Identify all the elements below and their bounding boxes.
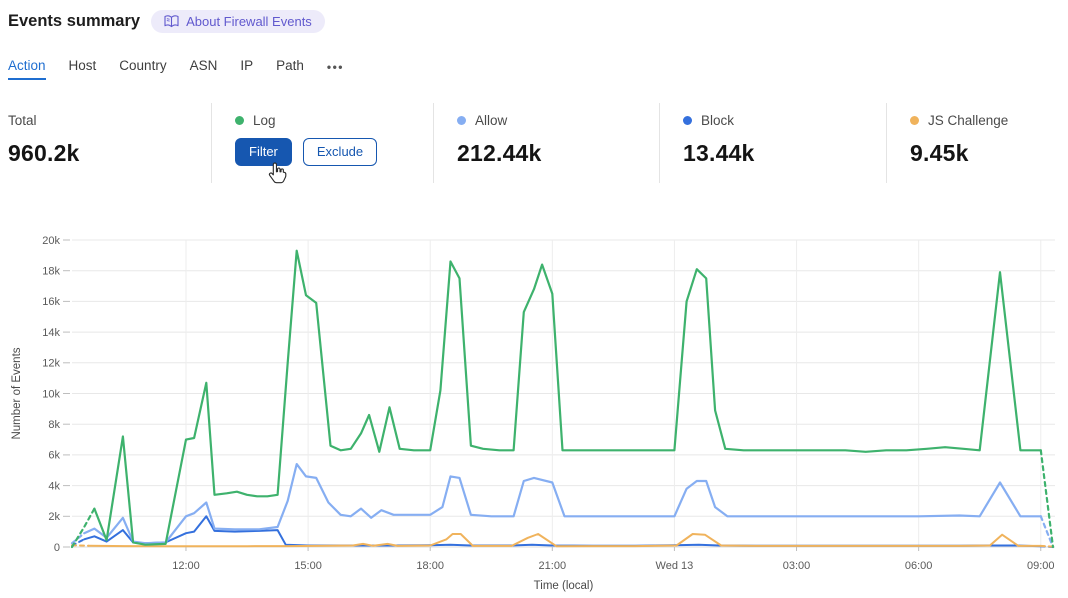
stat-label: Total [8, 112, 37, 128]
series-js-challenge-dashed-start [71, 544, 90, 547]
log-legend-dot-icon [235, 115, 244, 125]
exclude-button[interactable]: Exclude [302, 138, 378, 166]
y-tick-label: 0 [54, 542, 60, 554]
stat-label: Log [253, 112, 276, 128]
x-axis-label: Time (local) [534, 580, 594, 592]
stat-label: Block [701, 112, 735, 128]
stat-value-total: 960.2k [8, 140, 80, 166]
allow-legend-dot-icon [457, 115, 466, 125]
stat-value-allow: 212.44k [457, 140, 542, 166]
tab-asn[interactable]: ASN [189, 58, 218, 73]
stat-card-log[interactable]: Log Filter Exclude [211, 103, 433, 184]
stat-header-block: Block [683, 111, 886, 129]
y-tick-label: 6k [48, 450, 60, 462]
series-allow-dashed-end [1039, 515, 1055, 549]
events-chart: 0 2k 4k 6k 8k 10k 12k 14k 16k 18k 20k 12:00 15:00 18:… [0, 230, 1068, 598]
stat-label: JS Challenge [928, 112, 1009, 128]
stat-card-js_challenge[interactable]: JS Challenge 9.45k [886, 103, 1068, 183]
x-tick-label: 21:00 [539, 560, 567, 572]
series-js-challenge-dashed-end [1039, 544, 1054, 548]
y-axis-label: Number of Events [11, 347, 23, 439]
tab-path[interactable]: Path [276, 58, 304, 73]
series-log-dashed-start [70, 507, 96, 549]
y-tick-label: 16k [42, 296, 60, 308]
book-icon [164, 15, 179, 28]
y-tick-label: 8k [48, 419, 60, 431]
stat-value-js_challenge: 9.45k [910, 140, 969, 166]
stat-value-block: 13.44k [683, 140, 755, 166]
stat-card-total: Total 960.2k [0, 103, 211, 183]
y-tick-label: 14k [42, 327, 60, 339]
x-tick-label: 09:00 [1027, 560, 1055, 572]
filter-button[interactable]: Filter [235, 138, 292, 166]
tabs-more-button[interactable]: ••• [326, 60, 344, 74]
y-tick-label: 20k [42, 235, 60, 247]
series-log-line [93, 249, 1042, 546]
x-tick-label: 15:00 [294, 560, 322, 572]
stat-header-log: Log [235, 111, 433, 129]
badge-label: About Firewall Events [186, 14, 312, 29]
block-legend-dot-icon [683, 115, 692, 125]
stat-header-total: Total [8, 111, 211, 129]
stats-row: Total 960.2k Log Filter Exclude Allow 212.44k… [0, 103, 1068, 184]
y-tick-label: 12k [42, 358, 60, 370]
x-tick-label: 06:00 [905, 560, 933, 572]
stat-card-block[interactable]: Block 13.44k [659, 103, 886, 183]
about-firewall-events-badge[interactable]: About Firewall Events [151, 10, 325, 33]
series-log-dashed-end [1039, 449, 1055, 549]
js_challenge-legend-dot-icon [910, 115, 919, 125]
series-js-challenge-line [87, 533, 1042, 548]
tab-action[interactable]: Action [8, 58, 46, 80]
stat-label: Allow [475, 112, 508, 128]
tab-host[interactable]: Host [68, 58, 97, 73]
x-tick-label: 12:00 [172, 560, 200, 572]
y-tick-label: 4k [48, 480, 60, 492]
tab-country[interactable]: Country [119, 58, 167, 73]
stat-header-allow: Allow [457, 111, 659, 129]
y-tick-label: 2k [48, 511, 60, 523]
x-tick-label: Wed 13 [656, 560, 694, 572]
filter-actions: Filter Exclude [235, 138, 378, 184]
stat-card-allow[interactable]: Allow 212.44k [433, 103, 659, 183]
stat-header-js_challenge: JS Challenge [910, 111, 1068, 129]
x-tick-label: 18:00 [416, 560, 444, 572]
tabs: Action Host Country ASN IP Path ••• [8, 58, 344, 80]
series-block-line [83, 515, 1042, 548]
series-allow-line [83, 463, 1042, 545]
page-title: Events summary [8, 12, 141, 30]
x-tick-label: 03:00 [783, 560, 811, 572]
page-header: Events summary About Firewall Events [8, 10, 325, 33]
y-tick-label: 18k [42, 266, 60, 278]
tab-ip[interactable]: IP [240, 58, 254, 73]
y-tick-label: 10k [42, 388, 60, 400]
